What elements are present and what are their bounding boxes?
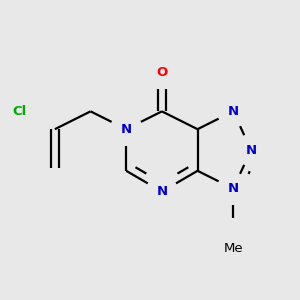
Text: N: N: [121, 123, 132, 136]
Text: N: N: [245, 143, 256, 157]
Text: N: N: [228, 105, 239, 118]
Text: N: N: [156, 185, 167, 198]
Text: Cl: Cl: [12, 105, 26, 118]
Text: Me: Me: [224, 242, 243, 255]
Text: N: N: [228, 182, 239, 195]
Text: O: O: [156, 66, 167, 79]
